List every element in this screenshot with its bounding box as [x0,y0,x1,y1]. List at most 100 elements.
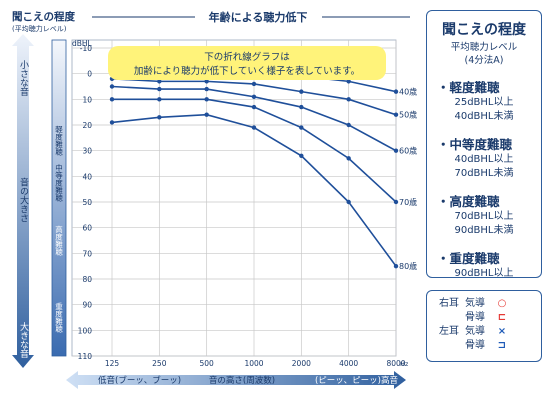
legend-category-name: ・高度難聴 [437,194,500,209]
data-point [251,94,257,99]
frequency-arrow [66,371,406,389]
category-strip-label: 軽度難聴 [54,125,63,157]
legend-category-range: 70dBHL以上 [454,211,514,222]
legend-sub2: (4分法A) [464,55,504,66]
data-point [393,263,399,269]
data-point [157,86,162,92]
legend-category-range: 90dBHL未満 [454,225,514,236]
band-label-mid: 音の大きさ [18,176,29,222]
callout-box [108,46,386,80]
x-tick-label: 2000 [292,359,311,368]
chart-title: 年齢による聴力低下 [209,10,308,24]
key-row-left-air: 左耳 気導 × [433,325,535,339]
data-point [204,79,209,84]
callout-line1: 下の折れ線グラフは [204,51,290,63]
data-point [204,86,209,92]
legend-category-severe: ・高度難聴 70dBHL以上 90dBHL未満 [433,191,535,238]
band-label-bottom: 大きな音 [18,321,29,359]
loudness-arrow [12,34,34,368]
footer-center: 音の高さ(周波数) [209,375,275,386]
x-tick-label: 4000 [339,359,358,368]
legend-category-range: 70dBHL未満 [454,168,514,179]
legend-title: 聞こえの程度 [442,22,526,38]
right-air-symbol-icon: ○ [497,298,507,309]
data-point [393,148,399,153]
key-row-right-air: 右耳 気導 ○ [433,297,535,311]
data-point [393,112,399,117]
legend-panel: 聞こえの程度 平均聴力レベル (4分法A) ・軽度難聴 25dBHL以上 40d… [426,10,542,281]
legend-category-range: 90dBHL以上 [454,268,514,279]
category-strip-label: 重度難聴 [54,302,63,334]
y-tick-label: 60 [82,224,92,233]
data-point [204,112,209,117]
footer-right: (ピーッ、ピーッ)高音 [315,375,399,386]
x-tick-label: 125 [105,359,120,368]
y-tick-label: 70 [82,249,92,258]
footer-left: 低音(ブーッ、ブーッ) [98,375,181,386]
legend-category-profound: ・重度難聴 90dBHL以上 [433,248,535,281]
callout-line2: 加齢により聴力が低下していく様子を表しています。 [134,65,360,77]
legend-category-name: ・軽度難聴 [437,80,500,95]
data-point [109,84,115,89]
x-tick-label: 1000 [244,359,263,368]
key-conduction: 骨導 [465,340,485,351]
y-tick-label: 100 [78,326,93,335]
data-point [393,199,399,205]
data-point [251,125,257,130]
series-label: 40歳 [399,87,417,97]
y-tick-label: 40 [82,172,92,181]
legend-category-name: ・中等度難聴 [437,137,513,152]
y-axis-label: dBHL [72,39,93,48]
data-point [346,156,351,161]
legend-category-range: 40dBHL未満 [454,111,514,122]
legend-category-name: ・重度難聴 [437,251,500,266]
data-point [157,79,162,84]
left-header-title: 聞こえの程度 [12,10,75,23]
legend-sub1: 平均聴力レベル [450,42,518,53]
y-tick-label: 80 [82,275,92,284]
key-conduction: 骨導 [465,312,485,323]
band-label-top: 小さな音 [18,60,29,97]
legend-category-range: 25dBHL以上 [454,97,514,108]
data-point [251,104,257,110]
data-point [157,115,162,120]
symbol-key-panel: 右耳 気導 ○ 骨導 ⊏ 左耳 気導 × 骨導 ⊐ [426,290,542,362]
data-point [251,81,257,87]
series-label: 60歳 [399,146,417,156]
series-label: 80歳 [399,261,417,271]
y-tick-label: 110 [78,352,93,361]
right-bone-symbol-icon: ⊏ [497,312,507,323]
left-bone-symbol-icon: ⊐ [497,340,507,351]
data-point [346,79,351,84]
category-strip [51,39,67,357]
data-point [393,89,399,94]
legend-category-moderate: ・中等度難聴 40dBHL以上 70dBHL未満 [433,134,535,181]
left-air-symbol-icon: × [497,326,507,337]
y-tick-label: 20 [82,121,92,130]
category-strip-label: 高度難聴 [54,224,63,256]
series-label: 70歳 [399,197,417,207]
data-point [299,104,304,110]
y-tick-label: 90 [82,301,92,310]
y-tick-label: 10 [82,95,92,104]
x-tick-label: 250 [152,359,167,368]
legend-category-range: 40dBHL以上 [454,154,514,165]
data-point [299,153,304,158]
plot-frame [71,39,397,357]
data-point [346,122,351,128]
y-tick-label: -10 [80,44,92,53]
key-ear: 右耳 [439,298,459,309]
key-ear: 左耳 [439,326,459,337]
legend-category-mild: ・軽度難聴 25dBHL以上 40dBHL未満 [433,77,535,124]
data-point [109,120,115,125]
left-header-sub: (平均聴力レベル) [12,24,67,33]
data-point [346,97,351,102]
data-point [109,97,115,102]
key-conduction: 気導 [465,326,485,337]
key-conduction: 気導 [465,298,485,309]
data-point [299,125,304,130]
y-tick-label: 0 [87,70,92,79]
data-point [346,199,351,205]
y-tick-label: 30 [82,147,92,156]
